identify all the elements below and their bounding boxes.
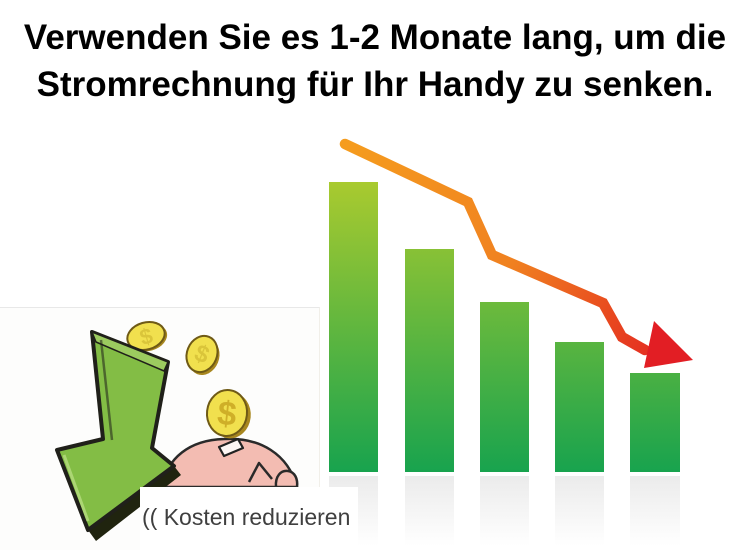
bar-reflection: [630, 476, 680, 546]
chart-bar: [405, 249, 454, 472]
headline-line1: Verwenden Sie es 1-2 Monate lang, um die: [23, 18, 727, 57]
chart-bar: [630, 373, 680, 472]
caption-box: (( Kosten reduzieren: [140, 487, 358, 550]
headline-line2: Stromrechnung für Ihr Handy zu senken.: [36, 65, 714, 104]
chart-bar: [555, 342, 604, 472]
bar-reflection: [555, 476, 604, 546]
bar-reflection: [405, 476, 454, 546]
bar-reflection: [480, 476, 529, 546]
headline: Verwenden Sie es 1-2 Monate lang, um die…: [0, 14, 750, 108]
caption-text: (( Kosten reduzieren: [142, 504, 351, 530]
chart-bar: [329, 182, 378, 472]
chart-bar: [480, 302, 529, 472]
